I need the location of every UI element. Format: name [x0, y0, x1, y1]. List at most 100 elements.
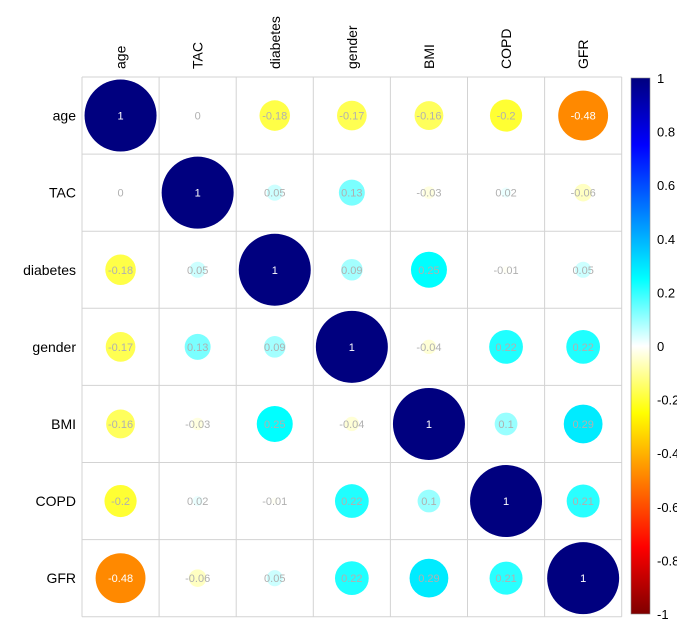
corr-circle	[563, 404, 603, 444]
cell-value-label: -0.2	[111, 496, 130, 508]
cell-value-label: -0.17	[339, 111, 364, 123]
column-label: diabetes	[267, 16, 283, 69]
cell-value-label: 0.21	[572, 496, 593, 508]
row-label: GFR	[46, 570, 76, 586]
cell-value-label: -0.06	[185, 573, 210, 585]
cell-value-label: 0.25	[418, 265, 439, 277]
corr-circle	[189, 261, 206, 278]
cell-value-label: 0.1	[421, 496, 436, 508]
cell-value-label: -0.48	[108, 573, 133, 585]
corr-circle	[105, 332, 136, 362]
corr-circle	[334, 561, 369, 596]
corr-circle	[417, 489, 441, 513]
colorbar	[630, 77, 651, 615]
cell-value-label: 0.22	[341, 573, 362, 585]
corr-circle	[263, 336, 286, 358]
cell-value-label: 0.29	[418, 573, 439, 585]
colorbar-tick-label: 1	[657, 71, 664, 86]
corr-circle	[489, 329, 523, 364]
corr-circle	[344, 416, 360, 432]
row-label: diabetes	[23, 262, 76, 278]
cell-value-label: -0.01	[494, 265, 519, 277]
row-label: COPD	[36, 493, 76, 509]
cell-value-label: -0.18	[108, 265, 133, 277]
cell-value-label: 0.22	[341, 496, 362, 508]
cell-value-label: 0.1	[498, 419, 513, 431]
corr-circle	[489, 561, 523, 595]
corr-circle	[422, 186, 436, 199]
row-label: age	[53, 108, 77, 124]
corr-circle	[574, 183, 592, 202]
column-label: COPD	[498, 29, 514, 69]
cell-value-label: 0.05	[572, 265, 593, 277]
colorbar-tick-label: -1	[657, 607, 669, 622]
corr-circle	[494, 412, 518, 436]
corr-circle	[337, 100, 367, 131]
corr-circle	[161, 156, 234, 229]
row-label: BMI	[51, 416, 76, 432]
cell-value-label: 0.02	[187, 496, 208, 508]
column-label: TAC	[190, 42, 206, 69]
cell-value-label: 1	[503, 496, 509, 508]
cell-value-label: -0.04	[339, 419, 364, 431]
corr-circle	[421, 339, 437, 355]
colorbar-tick-label: 0.2	[657, 285, 675, 300]
corr-circle	[502, 266, 510, 274]
corr-circle	[334, 484, 369, 518]
cell-value-label: 1	[426, 419, 432, 431]
corr-circle	[414, 101, 444, 130]
cell-value-label: 0.29	[572, 419, 593, 431]
cell-value-label: -0.2	[497, 111, 516, 123]
corr-circle	[500, 187, 512, 198]
cell-value-label: 0.05	[264, 188, 285, 200]
corr-circle	[192, 495, 203, 507]
colorbar-tick-label: 0.8	[657, 125, 675, 140]
cell-value-label: 1	[272, 265, 278, 277]
corr-circle	[558, 90, 609, 141]
colorbar-tick-label: 0	[657, 339, 664, 354]
cell-value-label: -0.48	[571, 111, 596, 123]
corr-circle	[266, 570, 283, 587]
cell-value-label: 0.05	[187, 265, 208, 277]
corr-circle	[84, 79, 157, 152]
corr-circle	[271, 497, 279, 505]
cell-value-label: 0	[117, 188, 123, 200]
corr-circle	[338, 179, 365, 206]
corr-circle	[259, 100, 291, 131]
colorbar-tick-label: 0.4	[657, 232, 675, 247]
colorbar-tick-label: 0.6	[657, 178, 675, 193]
cell-value-label: 0	[195, 111, 201, 123]
cell-value-label: 1	[580, 573, 586, 585]
cell-value-label: -0.17	[108, 342, 133, 354]
row-label: gender	[32, 339, 76, 355]
corr-circle	[392, 387, 465, 460]
corr-circle	[266, 184, 283, 201]
colorbar-tick-label: -0.2	[657, 393, 677, 408]
cell-value-label: 0.21	[495, 573, 516, 585]
column-label: GFR	[575, 39, 591, 69]
corr-circle	[315, 310, 388, 383]
corr-circle	[566, 484, 600, 518]
corr-circle	[575, 261, 592, 278]
row-label: TAC	[49, 185, 76, 201]
corr-circle	[104, 484, 137, 518]
corr-circle	[95, 553, 146, 604]
cell-value-label: 1	[195, 188, 201, 200]
cell-value-label: -0.06	[571, 188, 596, 200]
corr-circle	[106, 409, 135, 439]
cell-value-label: -0.01	[262, 496, 287, 508]
cell-value-label: -0.03	[185, 419, 210, 431]
corr-circle	[410, 251, 447, 288]
cell-value-label: 0.22	[495, 342, 516, 354]
colorbar-tick-label: -0.6	[657, 500, 677, 515]
corr-circle	[566, 329, 601, 364]
corr-circle	[191, 417, 204, 431]
corr-circle	[256, 405, 293, 442]
cell-value-label: 0.02	[495, 188, 516, 200]
cell-value-label: 0.05	[264, 573, 285, 585]
column-label: BMI	[421, 44, 437, 69]
corr-circle	[184, 333, 211, 360]
corr-circle	[341, 258, 363, 281]
